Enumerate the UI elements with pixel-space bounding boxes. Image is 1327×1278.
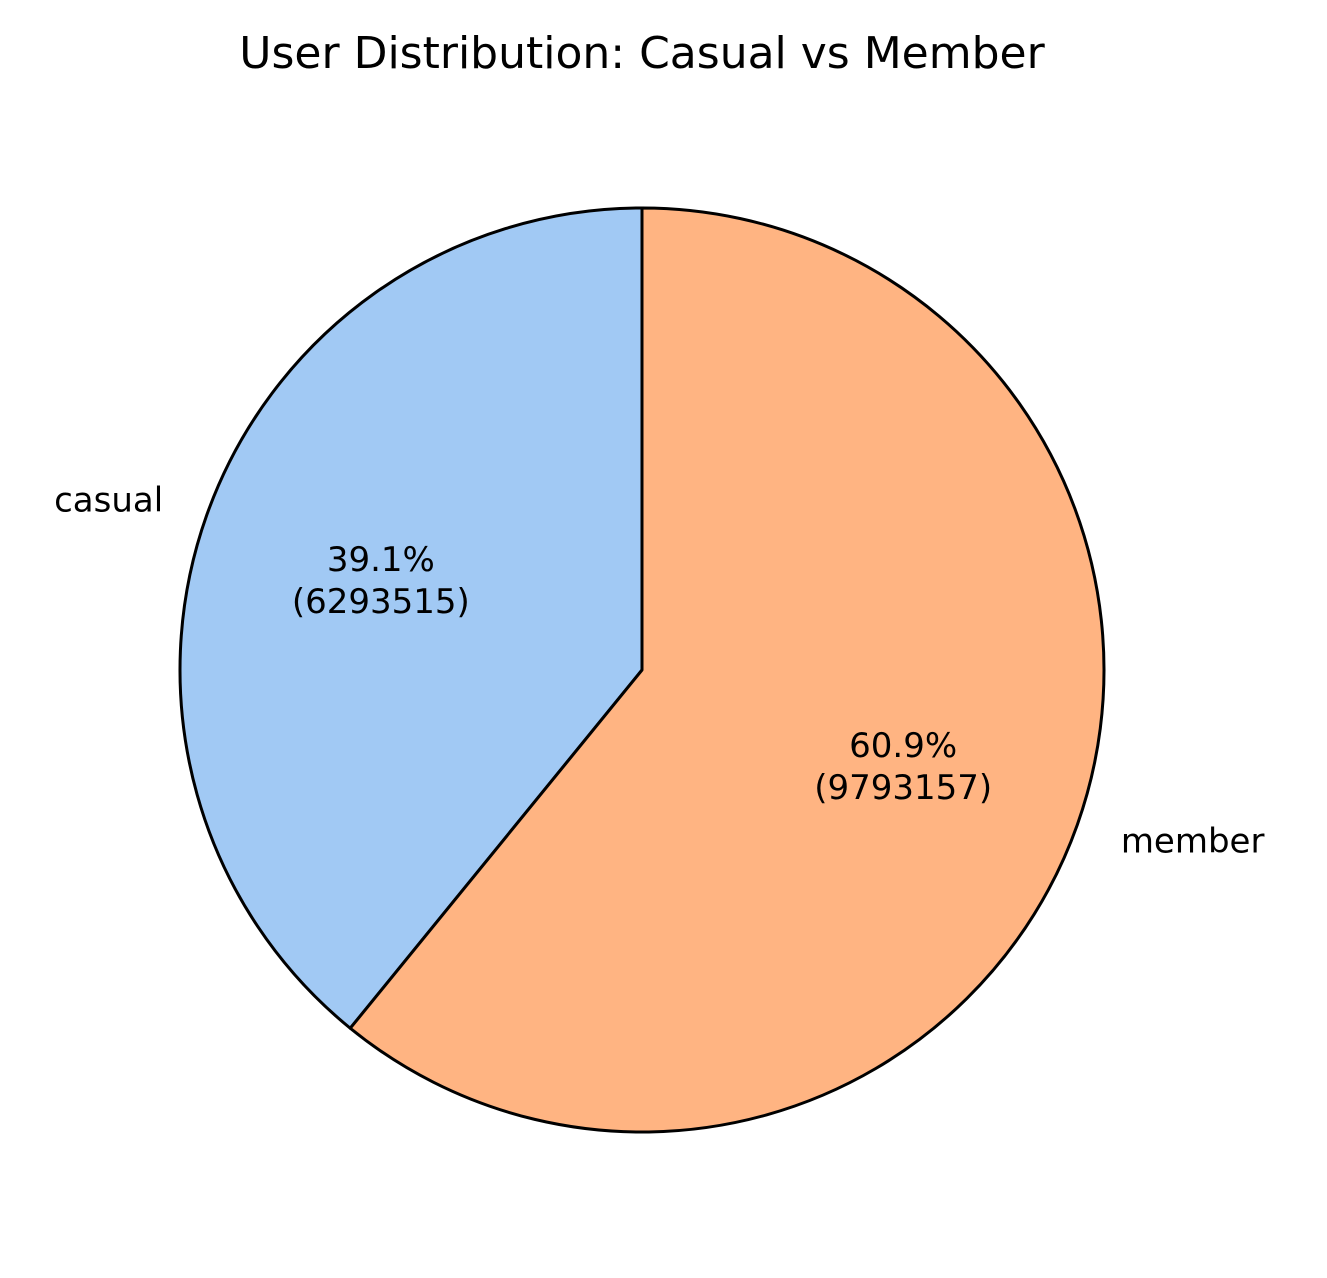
slice-percent-casual: 39.1%: [327, 540, 435, 580]
slice-count-member: (9793157): [814, 768, 992, 808]
pie-slice-member: [348, 206, 1106, 1134]
pie-slice-casual: [178, 206, 644, 1030]
slice-count-casual: (6293515): [292, 582, 470, 622]
slice-label-casual: casual: [54, 481, 163, 521]
pie-labels: casual 39.1%(6293515) member 60.9%(9793157): [54, 481, 1264, 862]
chart-title: User Distribution: Casual vs Member: [239, 28, 1045, 79]
slice-percent-member: 60.9%: [849, 726, 957, 766]
slice-label-member: member: [1121, 821, 1265, 861]
pie-slices: [178, 206, 1106, 1134]
